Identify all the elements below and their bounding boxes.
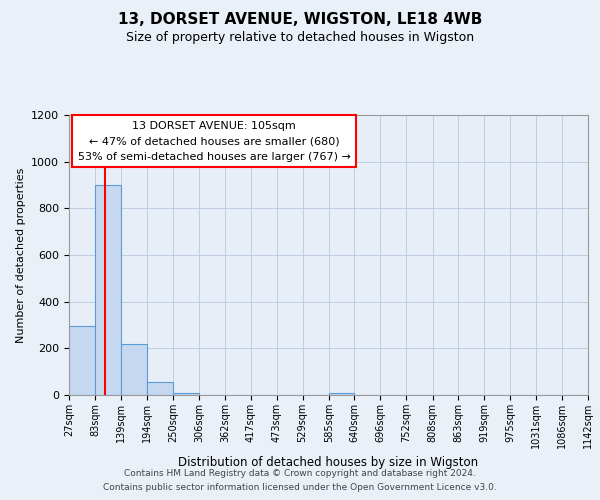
Text: 13, DORSET AVENUE, WIGSTON, LE18 4WB: 13, DORSET AVENUE, WIGSTON, LE18 4WB bbox=[118, 12, 482, 28]
Text: Contains HM Land Registry data © Crown copyright and database right 2024.: Contains HM Land Registry data © Crown c… bbox=[124, 468, 476, 477]
Bar bbox=[69, 326, 95, 395]
X-axis label: Distribution of detached houses by size in Wigston: Distribution of detached houses by size … bbox=[178, 456, 479, 469]
Bar bbox=[329, 392, 355, 395]
Bar bbox=[95, 185, 121, 395]
Bar bbox=[147, 382, 173, 395]
Text: Contains public sector information licensed under the Open Government Licence v3: Contains public sector information licen… bbox=[103, 484, 497, 492]
Text: Size of property relative to detached houses in Wigston: Size of property relative to detached ho… bbox=[126, 31, 474, 44]
Bar bbox=[121, 344, 147, 395]
Bar bbox=[173, 392, 199, 395]
Text: 13 DORSET AVENUE: 105sqm
← 47% of detached houses are smaller (680)
53% of semi-: 13 DORSET AVENUE: 105sqm ← 47% of detach… bbox=[78, 120, 351, 162]
Y-axis label: Number of detached properties: Number of detached properties bbox=[16, 168, 26, 342]
